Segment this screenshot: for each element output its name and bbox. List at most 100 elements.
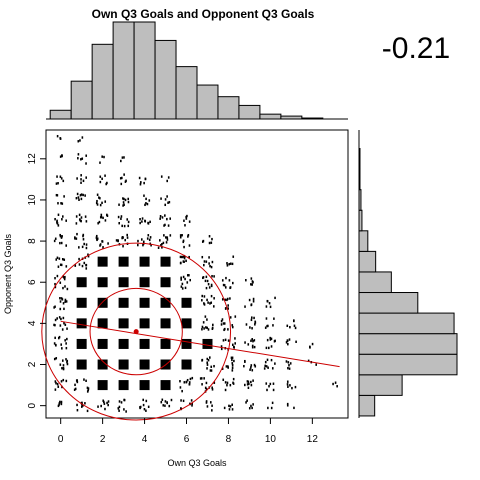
scatter-point xyxy=(77,153,80,156)
scatter-point xyxy=(212,305,215,308)
scatter-point xyxy=(80,216,83,219)
scatter-point xyxy=(191,402,193,405)
scatter-point xyxy=(55,182,58,185)
scatter-point xyxy=(53,357,56,361)
scatter-point xyxy=(226,297,229,301)
scatter-point xyxy=(117,407,120,410)
scatter-point xyxy=(63,258,66,261)
scatter-point xyxy=(56,175,58,178)
scatter-point xyxy=(336,385,338,388)
scatter-point xyxy=(250,404,252,408)
x-tick-label: 4 xyxy=(142,434,148,445)
scatter-point xyxy=(183,219,185,222)
scatter-cell xyxy=(97,359,108,370)
scatter-point xyxy=(66,362,69,366)
scatter-point xyxy=(267,366,269,369)
scatter-point xyxy=(169,234,172,237)
scatter-cell xyxy=(201,255,214,269)
scatter-point xyxy=(76,318,87,329)
scatter-point xyxy=(203,295,206,298)
scatter-point xyxy=(183,256,186,260)
scatter-point xyxy=(101,177,103,180)
scatter-point xyxy=(270,337,273,340)
scatter-point xyxy=(250,366,252,369)
scatter-point xyxy=(80,181,82,184)
scatter-point xyxy=(139,183,142,186)
scatter-point xyxy=(234,337,236,340)
scatter-point xyxy=(246,383,249,386)
scatter-point xyxy=(222,378,225,381)
scatter-point xyxy=(210,294,213,298)
scatter-point xyxy=(205,286,208,290)
right-histogram-bar xyxy=(358,353,458,376)
scatter-point xyxy=(202,276,204,280)
scatter-point xyxy=(167,224,170,227)
scatter-point xyxy=(78,246,80,249)
scatter-point xyxy=(118,256,129,267)
scatter-point xyxy=(203,327,205,330)
scatter-cell xyxy=(160,318,171,329)
scatter-point xyxy=(204,315,207,318)
scatter-point xyxy=(224,338,227,342)
scatter-point xyxy=(228,404,230,408)
scatter-cell xyxy=(160,175,170,183)
scatter-point xyxy=(250,283,252,286)
scatter-point xyxy=(201,358,204,362)
scatter-point xyxy=(254,321,257,324)
scatter-point xyxy=(251,369,254,372)
scatter-point xyxy=(179,380,181,383)
scatter-point xyxy=(161,246,163,249)
scatter-point xyxy=(181,234,183,237)
scatter-cell xyxy=(179,254,190,265)
scatter-point xyxy=(96,203,99,206)
scatter-point xyxy=(85,263,88,267)
scatter-point xyxy=(141,220,143,223)
scatter-point xyxy=(201,328,203,331)
scatter-point xyxy=(81,157,84,160)
scatter-point xyxy=(139,221,141,225)
scatter-point xyxy=(231,324,234,327)
scatter-point xyxy=(107,403,109,407)
scatter-point xyxy=(180,399,182,402)
scatter-point xyxy=(97,405,99,408)
scatter-point xyxy=(229,405,232,408)
scatter-cell xyxy=(332,381,338,388)
x-tick-label: 10 xyxy=(265,434,277,445)
scatter-point xyxy=(104,174,106,177)
scatter-point xyxy=(139,256,150,267)
scatter-point xyxy=(54,285,57,289)
scatter-point xyxy=(210,283,213,287)
scatter-point xyxy=(149,236,152,239)
scatter-point xyxy=(62,364,65,367)
scatter-point xyxy=(142,243,144,247)
scatter-point xyxy=(53,306,55,309)
scatter-point xyxy=(221,279,224,282)
scatter-point xyxy=(226,262,228,265)
chart-title: Own Q3 Goals and Opponent Q3 Goals xyxy=(92,7,315,21)
scatter-point xyxy=(80,174,82,177)
scatter-point xyxy=(81,136,84,139)
scatter-point xyxy=(98,220,101,224)
scatter-cell xyxy=(53,233,68,247)
scatter-point xyxy=(223,327,226,331)
scatter-point xyxy=(55,258,58,261)
scatter-point xyxy=(85,379,87,383)
scatter-point xyxy=(59,155,62,158)
scatter-point xyxy=(81,264,84,268)
scatter-point xyxy=(56,194,59,197)
scatter-point xyxy=(76,403,78,407)
scatter-point xyxy=(185,215,187,219)
x-tick-label: 6 xyxy=(184,434,190,445)
scatter-point xyxy=(74,383,76,387)
scatter-cell xyxy=(221,297,231,310)
scatter-point xyxy=(86,390,89,393)
scatter-point xyxy=(185,217,188,220)
scatter-point xyxy=(244,383,246,387)
scatter-point xyxy=(157,246,160,249)
scatter-point xyxy=(234,315,237,318)
scatter-point xyxy=(181,389,183,393)
scatter-point xyxy=(247,380,250,383)
scatter-point xyxy=(160,338,171,349)
scatter-cell xyxy=(183,214,191,227)
scatter-point xyxy=(210,365,213,369)
